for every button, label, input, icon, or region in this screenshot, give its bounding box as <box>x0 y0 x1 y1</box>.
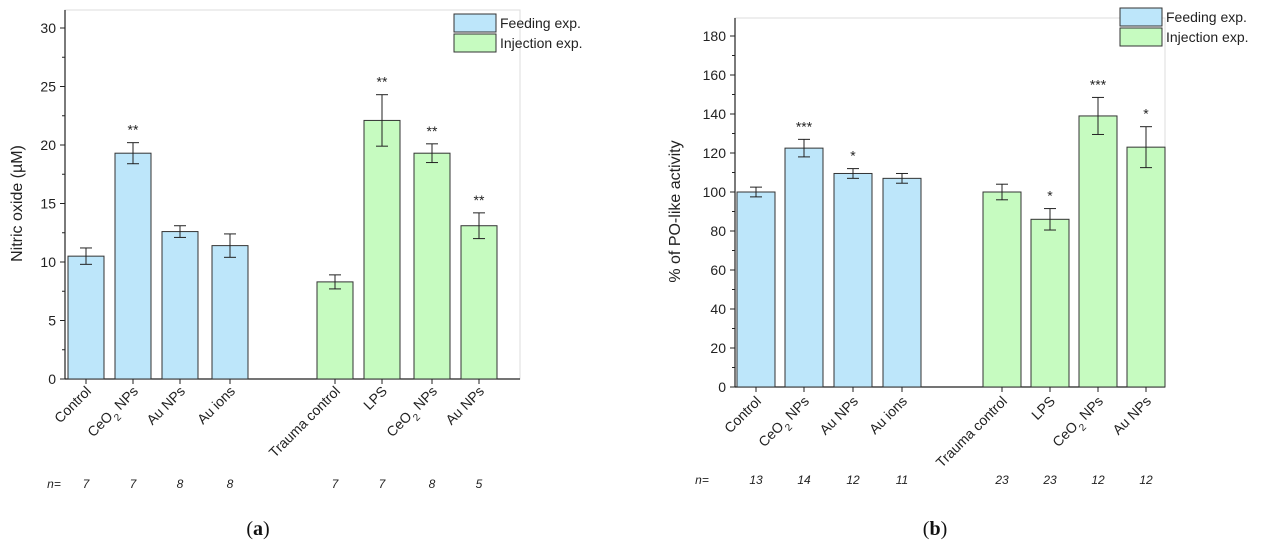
n-value: 12 <box>1139 473 1153 487</box>
n-prefix: n= <box>695 473 709 487</box>
y-tick-label: 20 <box>710 340 726 356</box>
legend-swatch-injection <box>1119 27 1163 47</box>
n-value: 7 <box>332 477 340 491</box>
panel-label: (a) <box>246 518 269 540</box>
y-tick-label: 40 <box>710 301 726 317</box>
significance-label: ** <box>128 122 139 138</box>
n-value: 14 <box>797 473 811 487</box>
legend-swatch-feeding <box>1119 7 1163 27</box>
category-label: CeO2 NPs <box>383 383 444 444</box>
bar <box>363 119 401 380</box>
bar <box>460 225 498 380</box>
significance-label: * <box>850 148 856 164</box>
significance-label: ** <box>427 123 438 139</box>
legend-swatch-feeding <box>453 13 497 33</box>
category-label: Au ions <box>866 393 910 437</box>
panel-label: (b) <box>923 518 947 540</box>
y-tick-label: 30 <box>40 20 56 36</box>
legend: Feeding exp. Injection exp. <box>1119 7 1249 47</box>
bar <box>413 152 451 380</box>
category-label: Control <box>51 383 94 426</box>
bar <box>114 152 152 380</box>
category-label: LPS <box>360 383 390 413</box>
bar <box>736 191 776 388</box>
category-label: LPS <box>1028 393 1058 423</box>
category-label: Au NPs <box>143 383 188 428</box>
significance-label: * <box>1143 106 1149 122</box>
legend-label-injection: Injection exp. <box>500 35 583 51</box>
category-label: Au NPs <box>816 393 861 438</box>
n-prefix: n= <box>47 477 61 491</box>
significance-label: ** <box>474 192 485 208</box>
legend-label-feeding: Feeding exp. <box>1166 9 1247 25</box>
category-label: Au NPs <box>442 383 487 428</box>
y-tick-label: 80 <box>710 223 726 239</box>
bar <box>982 191 1022 388</box>
y-tick-label: 15 <box>40 196 56 212</box>
y-tick-label: 0 <box>718 379 726 395</box>
category-label: CeO2 NPs <box>755 393 816 454</box>
bar <box>882 177 922 388</box>
significance-label: *** <box>796 118 813 134</box>
y-tick-label: 60 <box>710 262 726 278</box>
bar <box>161 231 199 380</box>
n-value: 23 <box>994 473 1009 487</box>
y-tick-label: 25 <box>40 79 56 95</box>
significance-label: * <box>1047 188 1053 204</box>
n-value: 23 <box>1042 473 1057 487</box>
bar <box>1126 146 1166 388</box>
chart-b: 0 20 40 60 80 100 120 140 160 180 % of PO-like act… <box>667 7 1249 540</box>
legend-label-injection: Injection exp. <box>1166 29 1249 45</box>
n-value: 8 <box>177 477 184 491</box>
y-axis-label: % of PO-like activity <box>667 140 684 282</box>
n-value: 12 <box>1091 473 1105 487</box>
n-value: 5 <box>476 477 483 491</box>
n-value: 8 <box>429 477 436 491</box>
bar <box>1030 218 1070 388</box>
category-label: Trauma control <box>933 393 1011 471</box>
y-tick-label: 120 <box>703 145 727 161</box>
n-value: 7 <box>379 477 387 491</box>
category-label: CeO2 NPs <box>1049 393 1110 454</box>
y-tick-label: 100 <box>703 184 727 200</box>
n-value: 11 <box>896 473 908 487</box>
y-tick-label: 20 <box>40 137 56 153</box>
y-axis-label: Nitric oxide (µM) <box>9 145 26 262</box>
y-tick-label: 140 <box>703 106 727 122</box>
legend-swatch-injection <box>453 33 497 53</box>
y-tick-label: 10 <box>40 254 56 270</box>
n-value: 7 <box>83 477 91 491</box>
significance-label: *** <box>1090 76 1107 92</box>
chart-a: 0 5 10 15 20 25 30 Nitric oxide (µM) Control 7 ** C… <box>9 9 583 540</box>
category-label: Trauma control <box>266 383 344 461</box>
bar <box>67 255 105 380</box>
y-tick-label: 160 <box>703 67 727 83</box>
category-label: CeO2 NPs <box>84 383 145 444</box>
n-value: 7 <box>130 477 138 491</box>
significance-label: ** <box>377 74 388 90</box>
category-label: Au ions <box>194 383 238 427</box>
bar <box>211 245 249 380</box>
n-value: 8 <box>227 477 234 491</box>
n-value: 13 <box>749 473 763 487</box>
y-tick-label: 180 <box>703 28 727 44</box>
y-tick-label: 0 <box>48 371 56 387</box>
category-label: Control <box>721 393 764 436</box>
n-value: 12 <box>846 473 860 487</box>
bar <box>1078 115 1118 388</box>
y-tick-label: 5 <box>48 313 56 329</box>
bar <box>784 147 824 388</box>
bar <box>316 281 354 380</box>
bar <box>833 172 873 388</box>
category-label: Au NPs <box>1109 393 1154 438</box>
legend: Feeding exp. Injection exp. <box>453 13 583 53</box>
legend-label-feeding: Feeding exp. <box>500 15 581 31</box>
